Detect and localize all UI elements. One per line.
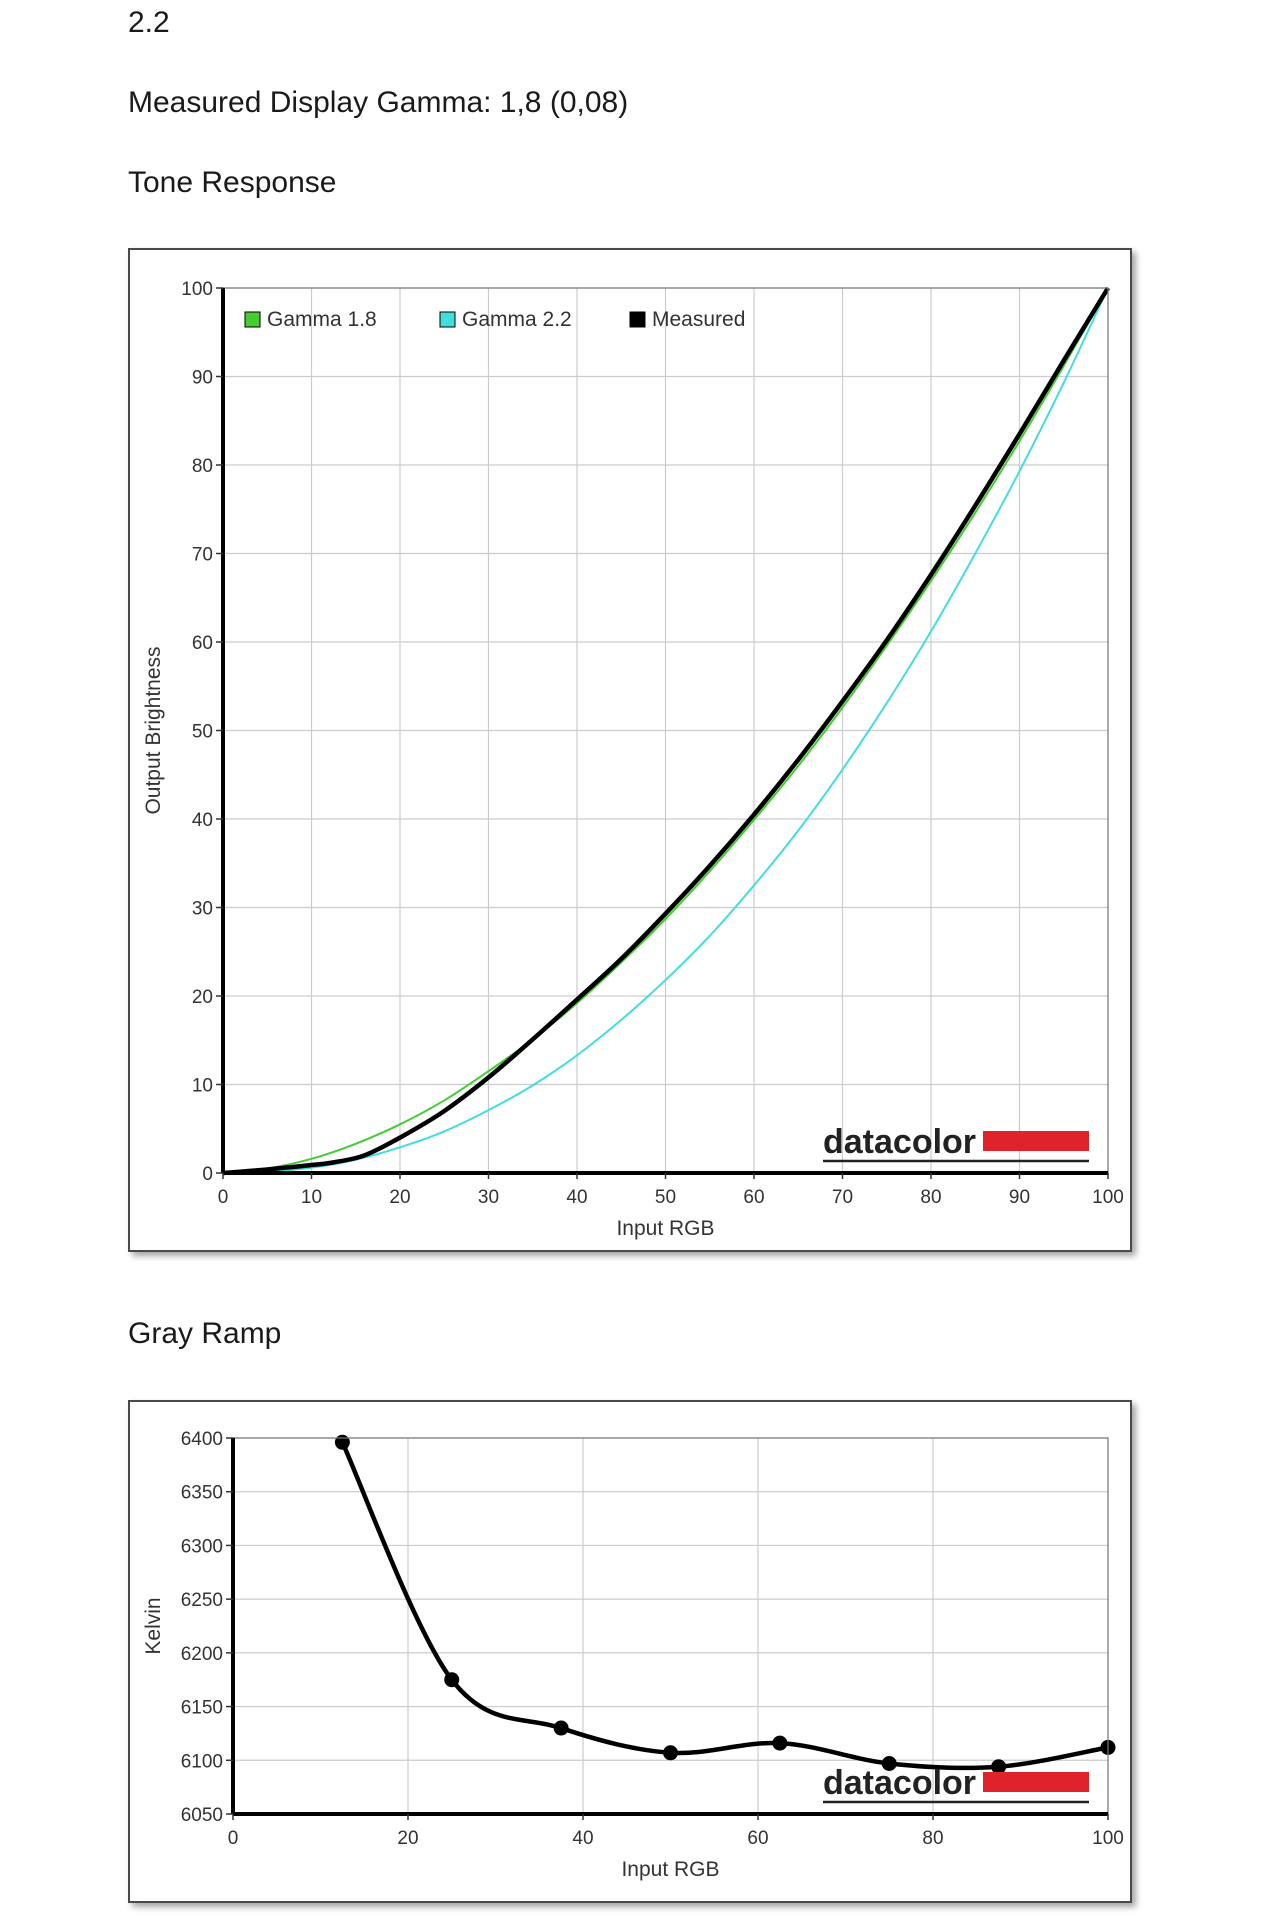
x-tick-label: 80 <box>922 1828 943 1849</box>
legend-swatch <box>439 311 456 328</box>
series-line-gamma-1-8 <box>222 287 1109 1174</box>
y-tick-label: 6100 <box>181 1751 223 1772</box>
legend: Gamma 1.8 Gamma 2.2 Measured <box>244 308 745 331</box>
y-tick-label: 20 <box>192 987 213 1008</box>
data-point <box>444 1672 460 1688</box>
x-axis-title: Input RGB <box>621 1858 719 1881</box>
series-line-gamma-2-2 <box>222 287 1109 1174</box>
y-tick-label: 6050 <box>181 1805 223 1826</box>
tone-response-heading: Tone Response <box>128 166 337 199</box>
y-tick-label: 6200 <box>181 1644 223 1665</box>
y-tick-label: 10 <box>192 1076 213 1097</box>
measured-gamma-text: Measured Display Gamma: 1,8 (0,08) <box>128 86 629 119</box>
x-axis-title: Input RGB <box>616 1217 714 1240</box>
y-tick-label: 6350 <box>181 1483 223 1504</box>
tone-response-plot: 0 10 20 30 40 50 60 70 80 90 100 0 10 20 30 40 50 60 70 80 9… <box>142 279 1124 1240</box>
y-tick-label: 6150 <box>181 1698 223 1719</box>
y-tick-label: 6400 <box>181 1429 223 1450</box>
data-point <box>881 1756 897 1772</box>
legend-swatch <box>629 311 646 328</box>
y-tick-label: 40 <box>192 810 213 831</box>
x-tick-label: 100 <box>1092 1187 1124 1208</box>
x-tick-label: 50 <box>655 1187 676 1208</box>
data-point <box>663 1745 678 1761</box>
gray-ramp-plot: 0 20 40 60 80 100 6050 6100 6150 6200 6250 6300 6350… <box>142 1429 1124 1881</box>
y-axis-title: Output Brightness <box>142 646 165 814</box>
x-tick-label: 30 <box>478 1187 499 1208</box>
x-tick-label: 70 <box>832 1187 853 1208</box>
y-tick-label: 6300 <box>181 1536 223 1557</box>
x-tick-label: 60 <box>743 1187 764 1208</box>
legend-label: Gamma 2.2 <box>462 308 572 331</box>
y-axis-title: Kelvin <box>142 1597 165 1654</box>
data-point <box>334 1434 350 1450</box>
y-tick-label: 60 <box>192 633 213 654</box>
datacolor-logo-bar <box>983 1131 1089 1151</box>
x-tick-label: 0 <box>218 1187 229 1208</box>
data-point <box>553 1720 569 1736</box>
y-tick-label: 6250 <box>181 1590 223 1611</box>
datacolor-logo-text: datacolor <box>823 1123 976 1161</box>
y-tick-label: 70 <box>192 545 213 566</box>
y-tick-label: 0 <box>202 1164 213 1185</box>
data-point <box>772 1735 788 1751</box>
series-line-0 <box>340 1441 1109 1771</box>
gray-ramp-heading: Gray Ramp <box>128 1317 282 1350</box>
legend-label: Gamma 1.8 <box>267 308 377 331</box>
y-tick-label: 80 <box>192 456 213 477</box>
x-tick-label: 40 <box>572 1828 593 1849</box>
data-point <box>991 1759 1007 1775</box>
x-tick-label: 100 <box>1092 1828 1124 1849</box>
gamma-target-value: 2.2 <box>128 6 170 39</box>
legend-swatch <box>244 311 261 328</box>
x-tick-label: 10 <box>301 1187 322 1208</box>
datacolor-logo-text: datacolor <box>823 1764 976 1802</box>
tone-response-chart: 0 10 20 30 40 50 60 70 80 90 100 0 10 20 30 40 50 60 70 80 9… <box>128 248 1132 1252</box>
y-tick-label: 90 <box>192 368 213 389</box>
x-tick-label: 60 <box>747 1828 768 1849</box>
datacolor-logo: datacolor <box>823 1764 1089 1804</box>
datacolor-logo-bar <box>983 1772 1089 1792</box>
y-tick-label: 30 <box>192 899 213 920</box>
legend-label: Measured <box>652 308 745 331</box>
x-tick-label: 20 <box>397 1828 418 1849</box>
x-tick-label: 40 <box>566 1187 587 1208</box>
series-line-measured <box>222 286 1110 1176</box>
y-tick-label: 50 <box>192 722 213 743</box>
x-tick-label: 90 <box>1009 1187 1030 1208</box>
x-tick-label: 0 <box>228 1828 239 1849</box>
gray-ramp-chart: 0 20 40 60 80 100 6050 6100 6150 6200 6250 6300 6350… <box>128 1400 1132 1903</box>
datacolor-logo: datacolor <box>823 1123 1089 1163</box>
x-tick-label: 80 <box>920 1187 941 1208</box>
y-tick-label: 100 <box>181 279 213 300</box>
x-tick-label: 20 <box>389 1187 410 1208</box>
